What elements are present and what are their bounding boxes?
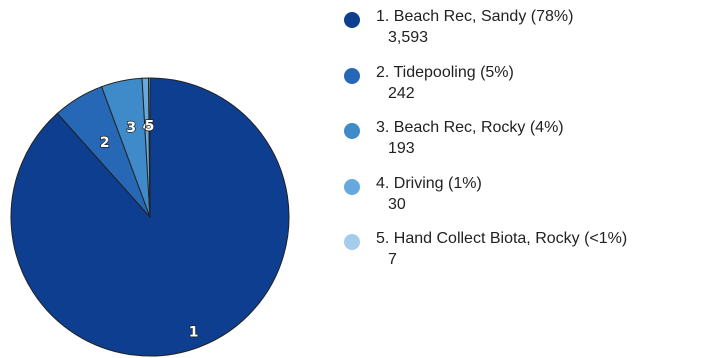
legend-item-1[interactable]: 1. Beach Rec, Sandy (78%) 3,593 <box>340 6 627 62</box>
legend-label-3: 3. Beach Rec, Rocky (4%) <box>376 119 564 136</box>
legend-item-3[interactable]: 3. Beach Rec, Rocky (4%) 193 <box>340 117 627 173</box>
slice-label-2: 2 <box>100 135 110 151</box>
legend-label-2: 2. Tidepooling (5%) <box>376 63 514 81</box>
pie-slice-5[interactable] <box>147 77 151 218</box>
legend-swatch-4 <box>344 178 360 195</box>
legend-item-4[interactable]: 4. Driving (1%) 30 <box>340 173 627 229</box>
legend-item-2[interactable]: 2. Tidepooling (5%) 242 <box>340 62 627 118</box>
slice-label-3: 3 <box>126 120 136 136</box>
legend-label-4: 4. Driving (1%) <box>376 174 482 192</box>
slice-label-1: 1 <box>189 324 199 340</box>
legend-swatch-5 <box>344 234 360 250</box>
slice-label-4: 4 <box>143 118 153 134</box>
legend-item-5[interactable]: 5. Hand Collect Biota, Rocky (<1%) 7 <box>340 228 627 284</box>
legend-value-2: 242 <box>388 84 415 102</box>
chart-legend: 1. Beach Rec, Sandy (78%) 3,593 2. Tidep… <box>340 6 627 284</box>
legend-value-1: 3,593 <box>388 29 429 46</box>
slice-label-5: 5 <box>145 118 155 134</box>
legend-label-1: 1. Beach Rec, Sandy (78%) <box>376 8 574 25</box>
legend-value-4: 30 <box>388 195 406 213</box>
legend-swatch-3 <box>344 123 360 139</box>
legend-swatch-1 <box>344 12 360 28</box>
legend-value-5: 7 <box>388 251 397 268</box>
legend-label-5: 5. Hand Collect Biota, Rocky (<1%) <box>376 230 628 247</box>
legend-swatch-2 <box>344 67 360 84</box>
legend-value-3: 193 <box>388 140 415 157</box>
